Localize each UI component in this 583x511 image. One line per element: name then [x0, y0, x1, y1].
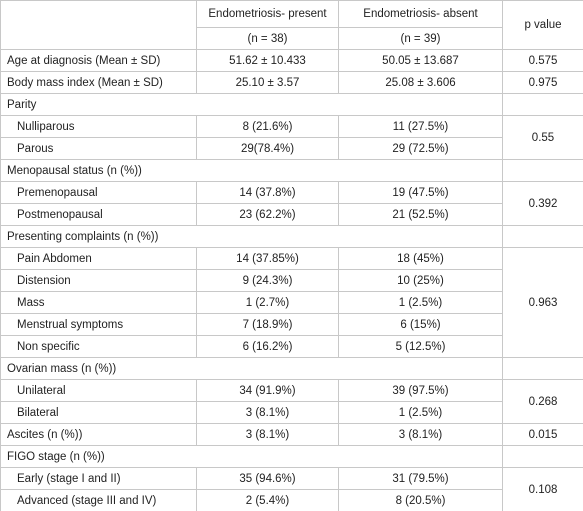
present-value: 3 (8.1%) — [196, 423, 339, 446]
table-row: Advanced (stage III and IV) 2 (5.4%) 8 (20… — [0, 489, 583, 511]
table-row: Bilateral 3 (8.1%) 1 (2.5%) — [0, 401, 583, 424]
table-row: Distension 9 (24.3%) 10 (25%) — [0, 269, 583, 292]
absent-value: 21 (52.5%) — [338, 203, 503, 226]
column-header: Endometriosis- absent — [338, 0, 503, 28]
absent-value: 31 (79.5%) — [338, 467, 503, 490]
row-label: Premenopausal — [0, 181, 197, 204]
present-value: 2 (5.4%) — [196, 489, 339, 511]
row-label: Advanced (stage III and IV) — [0, 489, 197, 511]
absent-value: 50.05 ± 13.687 — [338, 49, 503, 72]
table-row: Mass 1 (2.7%) 1 (2.5%) — [0, 291, 583, 314]
empty-cell — [502, 159, 583, 182]
present-value: 51.62 ± 10.433 — [196, 49, 339, 72]
present-value: 8 (21.6%) — [196, 115, 339, 138]
section-label: Parity — [0, 93, 503, 116]
present-value: 1 (2.7%) — [196, 291, 339, 314]
table-row: Non specific 6 (16.2%) 5 (12.5%) — [0, 335, 583, 358]
absent-value: 8 (20.5%) — [338, 489, 503, 511]
table-row: Menstrual symptoms 7 (18.9%) 6 (15%) — [0, 313, 583, 336]
present-value: 3 (8.1%) — [196, 401, 339, 424]
section-label: Menopausal status (n (%)) — [0, 159, 503, 182]
row-label: Age at diagnosis (Mean ± SD) — [0, 49, 197, 72]
present-value: 9 (24.3%) — [196, 269, 339, 292]
row-label: Non specific — [0, 335, 197, 358]
absent-value: 5 (12.5%) — [338, 335, 503, 358]
absent-value: 11 (27.5%) — [338, 115, 503, 138]
column-header: p value — [502, 0, 583, 50]
present-value: 6 (16.2%) — [196, 335, 339, 358]
row-label: Mass — [0, 291, 197, 314]
present-value: 23 (62.2%) — [196, 203, 339, 226]
table-row: Early (stage I and II) 35 (94.6%) 31 (79.5… — [0, 467, 583, 511]
section-label: Presenting complaints (n (%)) — [0, 225, 503, 248]
absent-value: 10 (25%) — [338, 269, 503, 292]
column-header: Endometriosis- present — [196, 0, 339, 28]
p-value: 0.108 — [502, 467, 583, 511]
column-subheader: (n = 38) — [196, 27, 339, 50]
table-row: Ascites (n (%)) 3 (8.1%) 3 (8.1%) 0.015 — [0, 423, 583, 446]
table-row: Nulliparous 8 (21.6%) 11 (27.5%) 0.55 — [0, 115, 583, 160]
table-row: Postmenopausal 23 (62.2%) 21 (52.5%) — [0, 203, 583, 226]
present-value: 14 (37.8%) — [196, 181, 339, 204]
present-value: 29(78.4%) — [196, 137, 339, 160]
table-row: FIGO stage (n (%)) — [0, 445, 583, 468]
row-label: Bilateral — [0, 401, 197, 424]
p-value: 0.963 — [502, 247, 583, 358]
table-row: Unilateral 34 (91.9%) 39 (97.5%) 0.268 — [0, 379, 583, 424]
absent-value: 25.08 ± 3.606 — [338, 71, 503, 94]
column-subheader: (n = 39) — [338, 27, 503, 50]
section-label: FIGO stage (n (%)) — [0, 445, 503, 468]
row-label: Body mass index (Mean ± SD) — [0, 71, 197, 94]
present-value: 14 (37.85%) — [196, 247, 339, 270]
absent-value: 18 (45%) — [338, 247, 503, 270]
row-label: Pain Abdomen — [0, 247, 197, 270]
p-value: 0.392 — [502, 181, 583, 226]
absent-value: 1 (2.5%) — [338, 401, 503, 424]
absent-value: 1 (2.5%) — [338, 291, 503, 314]
absent-value: 29 (72.5%) — [338, 137, 503, 160]
table-row: Parous 29(78.4%) 29 (72.5%) — [0, 137, 583, 160]
absent-value: 19 (47.5%) — [338, 181, 503, 204]
empty-cell — [502, 357, 583, 380]
present-value: 7 (18.9%) — [196, 313, 339, 336]
empty-cell — [502, 93, 583, 116]
present-value: 35 (94.6%) — [196, 467, 339, 490]
p-value: 0.268 — [502, 379, 583, 424]
table-row: Endometriosis- present Endometriosis- abs… — [0, 0, 583, 50]
present-value: 34 (91.9%) — [196, 379, 339, 402]
table-row: Pain Abdomen 14 (37.85%) 18 (45%) 0.963 — [0, 247, 583, 358]
table-row: Menopausal status (n (%)) — [0, 159, 583, 182]
table-row: Presenting complaints (n (%)) — [0, 225, 583, 248]
row-label: Early (stage I and II) — [0, 467, 197, 490]
p-value: 0.575 — [502, 49, 583, 72]
table-row: Body mass index (Mean ± SD) 25.10 ± 3.57 2… — [0, 71, 583, 94]
table-row: Ovarian mass (n (%)) — [0, 357, 583, 380]
table-row: Premenopausal 14 (37.8%) 19 (47.5%) 0.392 — [0, 181, 583, 226]
present-value: 25.10 ± 3.57 — [196, 71, 339, 94]
table-row: Age at diagnosis (Mean ± SD) 51.62 ± 10.4… — [0, 49, 583, 72]
section-label: Ovarian mass (n (%)) — [0, 357, 503, 380]
empty-cell — [0, 0, 197, 50]
absent-value: 6 (15%) — [338, 313, 503, 336]
absent-value: 3 (8.1%) — [338, 423, 503, 446]
p-value: 0.015 — [502, 423, 583, 446]
table-row: Parity — [0, 93, 583, 116]
row-label: Postmenopausal — [0, 203, 197, 226]
row-label: Unilateral — [0, 379, 197, 402]
absent-value: 39 (97.5%) — [338, 379, 503, 402]
row-label: Distension — [0, 269, 197, 292]
row-label: Menstrual symptoms — [0, 313, 197, 336]
empty-cell — [502, 445, 583, 468]
row-label: Nulliparous — [0, 115, 197, 138]
p-value: 0.55 — [502, 115, 583, 160]
empty-cell — [502, 225, 583, 248]
row-label: Parous — [0, 137, 197, 160]
p-value: 0.975 — [502, 71, 583, 94]
row-label: Ascites (n (%)) — [0, 423, 197, 446]
